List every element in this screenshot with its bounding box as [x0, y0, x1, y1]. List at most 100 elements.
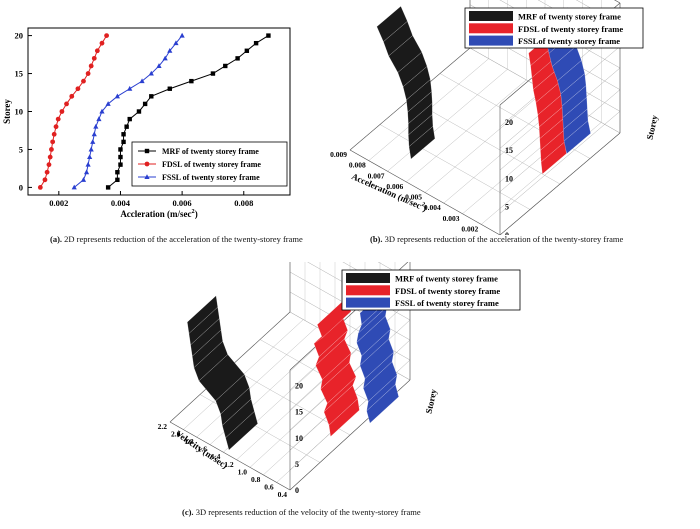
z-tick-label: 15 — [505, 146, 513, 155]
data-point — [118, 147, 123, 152]
data-point — [99, 108, 105, 114]
y-tick-label: 10 — [15, 107, 24, 117]
data-point — [104, 33, 109, 38]
x-tick-label: 0.006 — [173, 198, 192, 208]
data-point — [173, 40, 179, 46]
x-axis-label: Accleration (m/sec2) — [120, 208, 197, 219]
data-point — [85, 161, 91, 167]
data-point — [115, 177, 120, 183]
data-point — [88, 63, 94, 69]
z-tick-label: 20 — [505, 118, 513, 127]
legend-label: FDSL of twenty storey frame — [395, 286, 500, 296]
data-point — [118, 162, 123, 167]
data-point — [90, 139, 96, 144]
frame-edge — [169, 421, 291, 491]
data-point — [105, 101, 111, 106]
z-axis-label: Storey — [424, 388, 439, 415]
legend-marker — [144, 161, 150, 167]
caption-c-text: 3D represents reduction of the velocity … — [193, 507, 421, 517]
frame-edge — [499, 132, 621, 235]
legend-swatch — [469, 11, 513, 21]
legend-label: MRF of twenty storey frame — [162, 147, 259, 156]
x-tick-label: 0.8 — [251, 475, 261, 484]
data-point — [118, 154, 123, 160]
z-tick-label: 10 — [505, 174, 513, 183]
data-point — [44, 169, 50, 175]
z-tick-label: 10 — [295, 434, 303, 443]
y-tick-label: 0 — [19, 182, 23, 192]
data-point — [51, 131, 57, 137]
data-point — [88, 146, 94, 152]
data-point — [94, 48, 100, 54]
data-point — [49, 147, 54, 152]
legend-marker — [144, 174, 150, 179]
x-tick-label: 0.4 — [278, 490, 288, 497]
z-tick-label: 20 — [295, 382, 303, 391]
caption-a: (a). 2D represents reduction of the acce… — [50, 234, 303, 244]
x-tick-label: 0.002 — [49, 198, 68, 208]
data-point — [266, 33, 271, 38]
caption-c: (c). 3D represents reduction of the velo… — [182, 507, 421, 517]
legend-label: FSSL of twenty storey frame — [162, 173, 260, 182]
data-point — [42, 177, 48, 183]
ribbon-segment — [187, 295, 218, 334]
data-point — [189, 78, 194, 84]
x-tick-label: 1.8 — [184, 437, 194, 446]
data-point — [64, 101, 69, 107]
data-point — [156, 63, 162, 68]
data-point — [96, 116, 102, 122]
y-tick-label: 15 — [15, 69, 24, 79]
data-point — [55, 116, 61, 122]
legend-label: FSSL of twenty storey frame — [395, 298, 499, 308]
chart-3d-acceleration: 0.0090.0080.0070.0060.0050.0040.0030.002… — [330, 0, 660, 235]
z-tick-label: 0 — [505, 231, 509, 235]
data-point — [139, 78, 145, 84]
legend-label: MRF of twenty storey frame — [395, 274, 498, 284]
y-tick-label: 5 — [19, 144, 23, 154]
x-tick-label: 0.009 — [330, 150, 347, 159]
x-tick-label: 1.6 — [198, 445, 208, 454]
legend-label: FSSLof twenty storey frame — [518, 36, 620, 46]
data-point — [121, 139, 126, 145]
x-tick-label: 2.0 — [171, 430, 181, 439]
z-axis-label: Storey — [645, 114, 660, 141]
grid-line — [499, 111, 621, 214]
data-point — [114, 93, 120, 99]
x-tick-label: 1.0 — [238, 467, 248, 476]
data-point — [136, 109, 142, 114]
legend-swatch — [346, 273, 390, 283]
data-point — [87, 154, 93, 160]
data-point — [59, 109, 65, 114]
data-point — [148, 70, 154, 76]
data-point — [179, 32, 185, 38]
caption-b-prefix: (b). — [370, 234, 383, 244]
legend-label: FDSL of twenty storey frame — [518, 24, 623, 34]
grid-line — [379, 124, 531, 210]
caption-c-prefix: (c). — [182, 507, 194, 517]
data-point — [46, 162, 52, 168]
x-tick-label: 1.4 — [211, 452, 221, 461]
data-point — [91, 131, 97, 137]
data-point — [85, 71, 91, 76]
z-tick-label: 5 — [295, 460, 299, 469]
data-point — [149, 94, 154, 99]
x-axis-label: Velocity (m/sec) — [174, 428, 230, 470]
data-point — [162, 55, 168, 61]
x-tick-label: 0.003 — [443, 214, 460, 223]
grid-line — [409, 98, 561, 185]
caption-a-text: 2D represents reduction of the accelerat… — [62, 234, 303, 244]
data-point — [93, 123, 99, 129]
data-point — [223, 63, 228, 69]
z-tick-label: 5 — [505, 203, 509, 212]
data-point — [80, 177, 87, 182]
ribbon-series-2 — [313, 297, 360, 437]
data-point — [142, 101, 148, 107]
chart-3d-velocity: 2.22.01.8 1.61.41.2 1.00.80.6 0.4 0 5 10 15 20 Ve… — [158, 262, 521, 497]
legend-box — [131, 141, 288, 187]
data-point — [71, 184, 77, 190]
data-point — [75, 86, 81, 92]
data-point — [124, 124, 129, 129]
legend-marker — [144, 148, 150, 154]
legend-swatch — [469, 35, 513, 46]
x-tick-label: 0.004 — [111, 198, 131, 208]
